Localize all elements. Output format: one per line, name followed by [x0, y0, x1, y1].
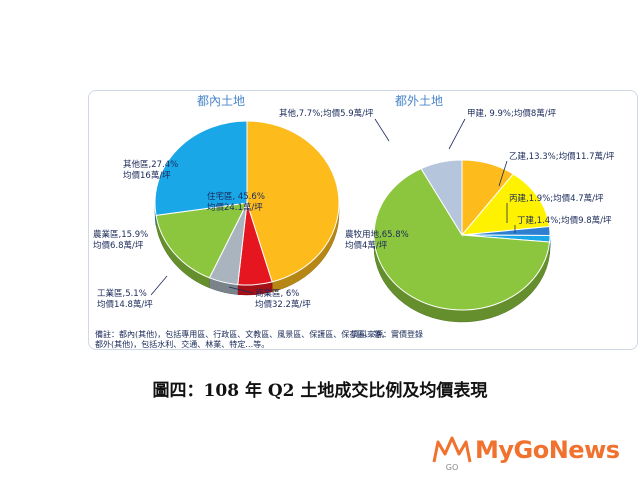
pie-1-label-3: 工業區,5.1%均價14.8萬/坪 [97, 288, 153, 310]
pie-1-slice-1 [246, 120, 340, 283]
note-line-2: 都外(其他)，包括水利、交通、林業、特定…等。 [95, 340, 270, 349]
pie-2-slice-5 [373, 167, 551, 311]
pie-2-label-1: 甲建, 9.9%;均價8萬/坪 [467, 108, 557, 119]
pie-2-slice-6 [420, 159, 463, 237]
mygonews-logo-icon: GO [432, 436, 472, 472]
pie-1-leader-3 [150, 275, 168, 296]
pie-1-label-2: 商業區, 6%均價32.2萬/坪 [255, 288, 311, 310]
pie-2-leader-1 [448, 118, 466, 150]
logo-letters: GO [446, 463, 459, 472]
pie-1-leader-2 [228, 286, 254, 294]
pie-1-label-4: 農業區,15.9%均價6.8萬/坪 [93, 229, 148, 251]
pie-2-label-2: 乙建,13.3%;均價11.7萬/坪 [509, 151, 615, 162]
pie-2-label-6: 其他,7.7%;均價5.9萬/坪 [279, 108, 374, 119]
pie-1-label-5: 其他區,27.4%均價16萬/坪 [123, 159, 178, 181]
figure-caption: 圖四：108 年 Q2 土地成交比例及均價表現 [152, 381, 488, 401]
pie-2-label-4: 丁建,1.4%;均價9.8萬/坪 [517, 215, 612, 226]
figure-panel: 都內土地住宅區, 45.6%均價24.1萬/坪商業區, 6%均價32.2萬/坪 工… [88, 90, 638, 350]
pie-1-title: 都內土地 [197, 94, 245, 108]
pie-2-label-5: 農牧用地,65.8%均價4萬/坪 [345, 229, 409, 251]
pie-2-leader-2 [498, 160, 508, 187]
note-line-1: 備註：都內(其他)，包括專用區、行政區、文教區、風景區、保護區、保存區…等， [95, 330, 390, 339]
pie-1-label-1: 住宅區, 45.6%均價24.1萬/坪 [207, 191, 265, 213]
pie-2-leader-6 [374, 118, 390, 142]
mygonews-watermark: GO MyGoNews [430, 432, 635, 472]
watermark-brand-text: MyGoNews [475, 436, 620, 464]
pie-1-slice-4 [155, 202, 248, 279]
pie-1-slice-5 [154, 120, 248, 216]
pie-2-slice-2 [460, 173, 551, 236]
pie-2-label-3: 丙建,1.9%;均價4.7萬/坪 [509, 193, 604, 204]
pie-2-title: 都外土地 [395, 94, 443, 108]
source-note: 資料來源：實價登錄 [351, 330, 423, 339]
